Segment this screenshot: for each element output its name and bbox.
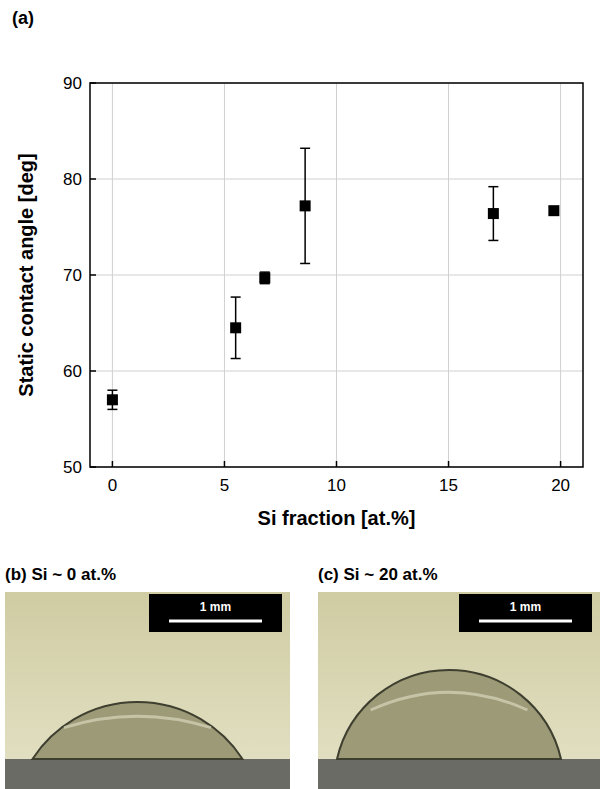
droplet bbox=[33, 702, 243, 759]
point bbox=[230, 322, 241, 333]
photo: 1 mm bbox=[5, 592, 290, 789]
tick bbox=[224, 461, 226, 467]
droplet-highlight bbox=[64, 716, 211, 727]
tick bbox=[336, 461, 338, 467]
x-axis-title: Si fraction [at.%] bbox=[258, 507, 416, 529]
figure: (a) 0 5 10 15 20 50 60 70 80 90 Si fraction [at.%] S… bbox=[0, 0, 603, 789]
tick-label: 15 bbox=[439, 476, 458, 495]
tick bbox=[448, 461, 450, 467]
point bbox=[488, 208, 499, 219]
error-cap bbox=[300, 263, 310, 265]
tick bbox=[90, 274, 96, 276]
error-cap bbox=[107, 389, 117, 391]
error-bar bbox=[107, 390, 117, 409]
grid-line bbox=[90, 179, 583, 180]
droplet-highlight bbox=[371, 692, 528, 710]
substrate bbox=[5, 759, 290, 789]
tick-label: 20 bbox=[551, 476, 570, 495]
scale-bar-label: 1 mm bbox=[200, 600, 231, 614]
error-cap bbox=[488, 240, 498, 242]
data bbox=[107, 148, 559, 409]
photo-background bbox=[318, 592, 600, 789]
error-cap bbox=[300, 148, 310, 150]
panel-label: (a) bbox=[12, 8, 34, 28]
tick-label: 10 bbox=[327, 476, 346, 495]
tick-label: 5 bbox=[220, 476, 229, 495]
error-bar bbox=[260, 272, 270, 284]
tick-label: 50 bbox=[63, 458, 82, 477]
tick-label: 80 bbox=[63, 170, 82, 189]
grid bbox=[90, 83, 583, 467]
substrate bbox=[318, 759, 600, 789]
point bbox=[107, 394, 118, 405]
error-bar bbox=[488, 187, 498, 241]
tick-label: 0 bbox=[108, 476, 117, 495]
scale-bar-box bbox=[459, 594, 592, 632]
photo-label: (b) Si ~ 0 at.% bbox=[5, 565, 116, 584]
tick bbox=[90, 178, 96, 180]
y-axis-title: Static contact angle [deg] bbox=[15, 153, 37, 396]
photo: 1 mm bbox=[318, 592, 600, 789]
photo-background bbox=[5, 592, 290, 789]
tick-label: 90 bbox=[63, 74, 82, 93]
grid-line bbox=[90, 371, 583, 372]
error-cap bbox=[231, 296, 241, 298]
error-cap bbox=[107, 409, 117, 411]
point bbox=[259, 272, 270, 283]
point bbox=[548, 205, 559, 216]
error-cap bbox=[231, 358, 241, 360]
tick bbox=[112, 461, 114, 467]
tick bbox=[90, 370, 96, 372]
tick bbox=[560, 461, 562, 467]
scale-bar-box bbox=[149, 594, 282, 632]
point bbox=[300, 200, 311, 211]
droplet bbox=[337, 670, 561, 759]
error-bar bbox=[231, 297, 241, 358]
error-cap bbox=[488, 186, 498, 188]
tick-label: 60 bbox=[63, 362, 82, 381]
scale-bar-label: 1 mm bbox=[510, 600, 541, 614]
grid-line bbox=[90, 275, 583, 276]
scale-bar bbox=[479, 620, 572, 623]
scale-bar bbox=[169, 620, 262, 623]
error-bar bbox=[300, 148, 310, 263]
tick-label: 70 bbox=[63, 266, 82, 285]
plot-background bbox=[90, 83, 583, 467]
photo-label: (c) Si ~ 20 at.% bbox=[318, 565, 438, 584]
plot-frame bbox=[90, 83, 583, 467]
